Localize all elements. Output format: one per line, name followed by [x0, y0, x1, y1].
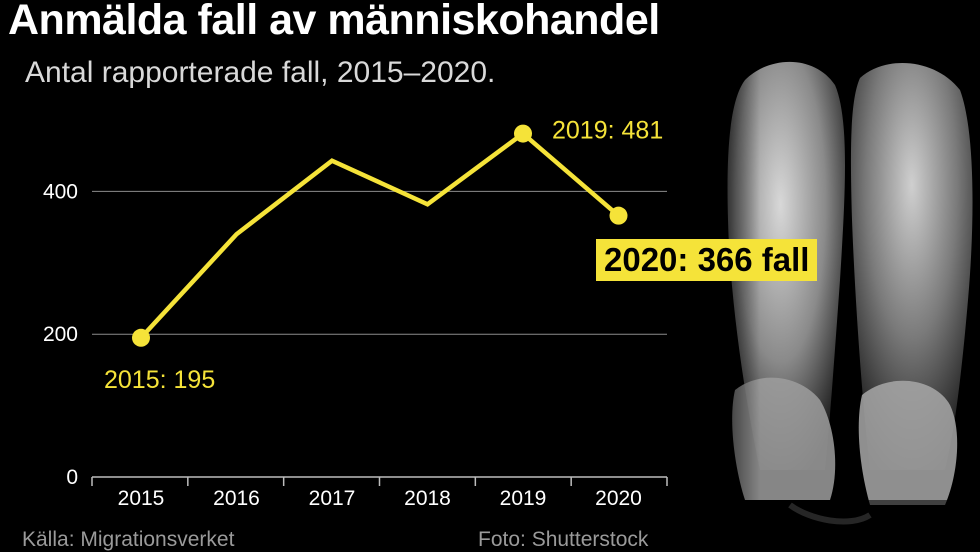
data-point-marker	[132, 328, 150, 347]
x-tick-label: 2019	[500, 487, 547, 510]
y-tick-label: 400	[43, 180, 78, 203]
y-axis-ticks: 0 200 400	[43, 180, 78, 489]
chart-subtitle: Antal rapporterade fall, 2015–2020.	[25, 56, 496, 89]
x-tick-label: 2015	[118, 487, 165, 510]
latest-value-callout: 2020: 366 fall	[596, 239, 818, 281]
gridlines	[92, 190, 667, 335]
series-line	[132, 124, 628, 347]
x-tick-label: 2016	[213, 487, 260, 510]
chart-title: Anmälda fall av människohandel	[8, 0, 660, 44]
x-tick-label: 2018	[404, 487, 451, 510]
y-tick-label: 200	[43, 323, 78, 346]
photo-credit: Foto: Shutterstock	[478, 528, 649, 551]
data-point-marker	[609, 206, 628, 225]
x-axis: 2015 2016 2017 2018 2019 2020	[91, 476, 668, 510]
annotations: 2015: 195 2019: 481	[104, 117, 663, 394]
y-tick-label: 0	[66, 466, 78, 489]
data-label: 2019: 481	[552, 117, 663, 145]
data-point-marker	[514, 124, 532, 143]
x-tick-label: 2017	[309, 487, 356, 510]
data-label: 2015: 195	[104, 366, 215, 394]
x-tick-label: 2020	[595, 487, 642, 510]
source-text: Källa: Migrationsverket	[22, 528, 235, 551]
series-polyline	[139, 130, 620, 340]
